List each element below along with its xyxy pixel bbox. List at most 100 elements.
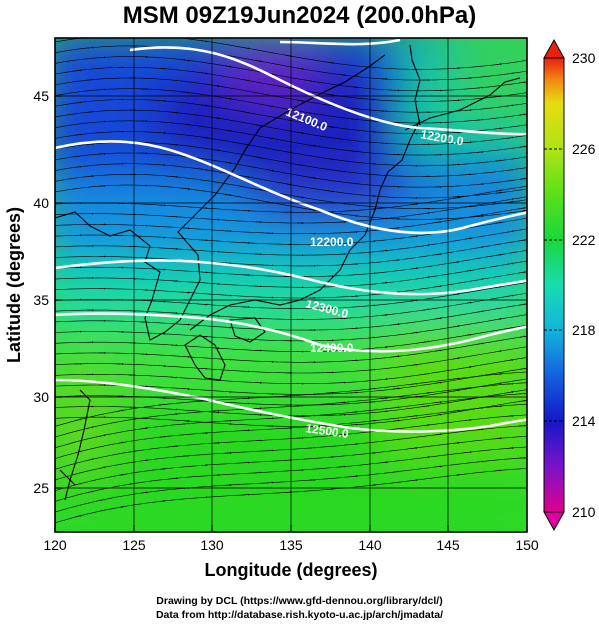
streamline-arrow <box>452 377 460 380</box>
streamline-arrow <box>296 131 304 134</box>
streamline-arrow <box>494 350 502 353</box>
streamline-arrow <box>254 60 262 63</box>
streamline-arrow <box>296 164 304 167</box>
x-tick-label: 135 <box>279 537 303 553</box>
streamline-arrow <box>494 469 502 472</box>
colorbar-tick-label: 218 <box>572 322 596 338</box>
streamline-arrow <box>200 104 208 107</box>
streamline-arrow <box>308 80 316 83</box>
streamline-arrow <box>86 490 94 493</box>
colorbar-min-arrow <box>543 511 565 532</box>
streamline-arrow <box>422 308 430 311</box>
streamline-arrow <box>98 466 106 469</box>
streamline-arrow <box>392 406 400 409</box>
streamline-arrow <box>410 203 418 206</box>
streamline-arrow <box>308 208 316 211</box>
streamline-arrow <box>170 175 178 178</box>
streamline-arrow <box>464 366 472 369</box>
streamline-arrow <box>380 249 388 252</box>
streamline-arrow <box>434 433 442 436</box>
streamline-arrow <box>494 405 502 408</box>
streamline-arrow <box>422 404 430 407</box>
streamline-arrow <box>434 349 442 352</box>
streamline-arrow <box>380 410 388 413</box>
streamline-arrow <box>410 382 418 385</box>
streamline-arrow <box>518 367 526 370</box>
streamline-arrow <box>170 477 178 480</box>
streamline-arrow <box>392 438 400 441</box>
streamline-arrow <box>296 67 304 70</box>
streamline-arrow <box>200 72 208 75</box>
streamline-arrow <box>224 65 232 68</box>
streamline-arrow <box>476 215 484 218</box>
streamline-arrow <box>422 456 430 459</box>
streamline-arrow <box>224 194 232 197</box>
streamline-arrow <box>506 358 514 361</box>
streamline-arrow <box>212 181 220 184</box>
streamline-arrow <box>494 318 502 321</box>
streamline-arrow <box>380 378 388 381</box>
streamline-arrow <box>350 214 358 217</box>
x-tick-label: 125 <box>122 537 146 553</box>
streamline-arrow <box>338 401 346 404</box>
streamline-arrow <box>326 61 334 64</box>
colorbar: 230 226 222 218 214 210 <box>543 38 596 532</box>
streamline-arrow <box>224 97 232 100</box>
streamline-arrow <box>116 441 124 444</box>
streamline-arrow <box>170 143 178 146</box>
y-tick-label: 35 <box>33 292 49 308</box>
streamline-arrow <box>434 220 442 223</box>
y-tick-label: 45 <box>33 88 49 104</box>
streamline-arrow <box>464 269 472 272</box>
streamline-arrow <box>392 470 400 473</box>
streamline-arrow <box>452 357 460 360</box>
streamline-arrow <box>476 342 484 345</box>
credits: Drawing by DCL (https://www.gfd-dennou.o… <box>0 594 599 622</box>
streamline-arrow <box>308 176 316 179</box>
streamline-arrow <box>350 182 358 185</box>
streamline-arrow <box>434 381 442 384</box>
streamline-arrow <box>170 413 178 415</box>
streamline-arrow <box>392 419 400 422</box>
streamline-arrow <box>74 482 82 486</box>
streamline-arrow <box>452 260 460 263</box>
streamline-arrow <box>494 253 502 256</box>
streamline-arrow <box>464 301 472 304</box>
streamline-arrow <box>380 461 388 464</box>
streamline-arrow <box>518 113 526 116</box>
streamline-arrow <box>452 473 460 476</box>
streamline-arrow <box>410 363 418 366</box>
streamline-arrow <box>494 127 502 130</box>
streamline-arrow <box>182 91 190 94</box>
streamline-arrow <box>98 434 106 437</box>
contour-label: 12500.0 <box>305 421 350 441</box>
streamline-arrow <box>242 47 250 50</box>
streamline-arrow <box>380 313 388 316</box>
colorbar-tick-label: 214 <box>572 413 596 429</box>
x-tick-label: 140 <box>358 537 382 553</box>
streamline-arrow <box>338 433 346 436</box>
streamline-arrow <box>380 397 388 399</box>
contour-label: 12400.0 <box>310 341 354 355</box>
y-tick-label: 25 <box>33 480 49 496</box>
streamline-arrow <box>74 69 82 72</box>
streamline-arrow <box>452 325 460 328</box>
streamline-arrow <box>254 188 262 191</box>
streamline-arrow <box>182 454 190 457</box>
streamline-arrow <box>200 168 208 171</box>
colorbar-tick-label: 210 <box>572 504 596 520</box>
streamline-arrow <box>380 217 388 220</box>
streamline-arrow <box>464 173 472 176</box>
streamline-arrow <box>422 372 430 375</box>
streamline-arrow <box>518 209 526 212</box>
streamline-arrow <box>392 323 400 326</box>
streamline-arrow <box>140 491 148 494</box>
streamline-arrow <box>452 293 460 296</box>
streamline-arrow <box>98 120 106 123</box>
colorbar-tick-label: 222 <box>572 232 596 248</box>
streamline-arrow <box>506 391 514 394</box>
colorbar-tick-label: 226 <box>572 141 596 157</box>
streamline-arrow <box>464 398 472 401</box>
streamline-arrow <box>518 81 526 84</box>
y-axis-title: Latitude (degrees) <box>4 207 24 363</box>
